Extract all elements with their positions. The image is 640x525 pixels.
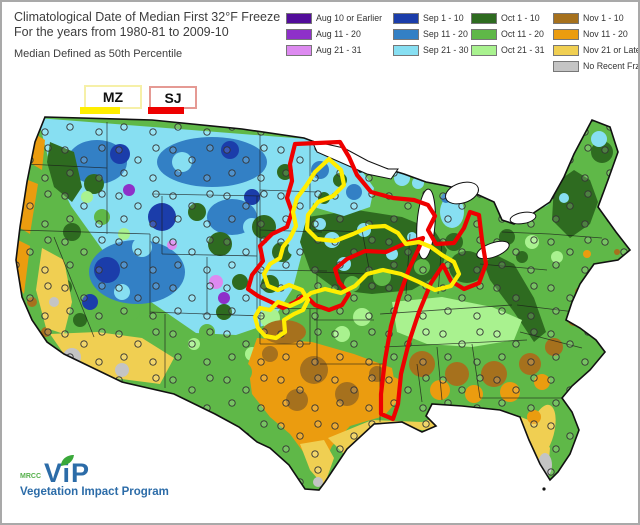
mz-color-bar (80, 107, 120, 114)
legend-item: Aug 21 - 31 (286, 42, 382, 58)
title-line-1: Climatological Date of Median First 32°F… (14, 10, 281, 24)
legend-item: Sep 21 - 30 (393, 42, 468, 58)
legend-item: Oct 1 - 10 (471, 10, 545, 26)
lake-huron (445, 181, 479, 205)
sj-region-outline (245, 139, 489, 422)
us-outline (15, 116, 632, 491)
legend-swatch (471, 44, 497, 56)
legend-item: Sep 1 - 10 (393, 10, 468, 26)
legend-swatch (553, 12, 579, 24)
legend-label: Oct 1 - 10 (501, 13, 540, 23)
program-name: Vegetation Impact Program (20, 486, 169, 498)
legend-item: Sep 11 - 20 (393, 26, 468, 42)
legend-item: Aug 10 or Earlier (286, 10, 382, 26)
title-line-2: For the years from 1980-81 to 2009-10 (14, 25, 229, 39)
legend-label: Aug 21 - 31 (316, 45, 362, 55)
legend-item: Nov 1 - 10 (553, 10, 638, 26)
legend-label: Nov 1 - 10 (583, 13, 624, 23)
legend-column-august: Aug 10 or Earlier Aug 11 - 20 Aug 21 - 3… (286, 10, 382, 58)
lake-ontario (509, 211, 537, 225)
legend-swatch (393, 12, 419, 24)
legend-label: Aug 10 or Earlier (316, 13, 383, 23)
legend-item: Nov 21 or Later (553, 42, 640, 58)
map-title: Climatological Date of Median First 32°F… (14, 10, 280, 60)
legend-swatch (393, 28, 419, 40)
key-west-dot (542, 487, 546, 491)
mrcc-text: MRCC (20, 473, 41, 480)
legend-swatch (471, 28, 497, 40)
mz-region-key: MZ (80, 85, 142, 114)
legend-label: Nov 21 or Later (583, 45, 640, 55)
legend-swatch (471, 12, 497, 24)
legend-label: Oct 21 - 31 (501, 45, 545, 55)
leaf-icon (61, 455, 74, 466)
legend-item: Nov 11 - 20 (553, 26, 638, 42)
vip-logo: MRCC ViP Vegetation Impact Program (20, 455, 190, 498)
legend-swatch (286, 28, 312, 40)
station-markers-layer (16, 117, 630, 490)
sj-color-bar (148, 107, 184, 114)
freeze-regions-layer (16, 117, 630, 490)
legend-label: Nov 11 - 20 (583, 29, 628, 39)
legend-label: Oct 11 - 20 (501, 29, 544, 39)
legend-label: Aug 11 - 20 (316, 29, 361, 39)
legend-item: No Recent Frz (553, 58, 640, 74)
mz-label: MZ (102, 89, 124, 105)
title-line-3: Median Defined as 50th Percentile (14, 48, 183, 60)
legend-column-november: Nov 1 - 10 Nov 11 - 20 Nov 21 or Later N… (553, 10, 640, 74)
legend-label: No Recent Frz (583, 61, 640, 71)
legend-swatch (393, 44, 419, 56)
sj-region-key: SJ (148, 86, 197, 114)
sj-label: SJ (164, 89, 182, 106)
legend-label: Sep 21 - 30 (423, 45, 469, 55)
legend-swatch (286, 12, 312, 24)
legend-label: Sep 1 - 10 (423, 13, 464, 23)
legend-swatch (553, 28, 579, 40)
legend-swatch (286, 44, 312, 56)
legend-column-october: Oct 1 - 10 Oct 11 - 20 Oct 21 - 31 (471, 10, 545, 58)
mz-region-outline (252, 156, 462, 341)
legend-swatch (553, 44, 579, 56)
legend-item: Oct 21 - 31 (471, 42, 545, 58)
legend-item: Aug 11 - 20 (286, 26, 382, 42)
legend-item: Oct 11 - 20 (471, 26, 545, 42)
legend-column-september: Sep 1 - 10 Sep 11 - 20 Sep 21 - 30 (393, 10, 468, 58)
vip-acronym: ViP (44, 455, 90, 487)
legend-label: Sep 11 - 20 (423, 29, 468, 39)
legend-swatch (553, 60, 579, 72)
